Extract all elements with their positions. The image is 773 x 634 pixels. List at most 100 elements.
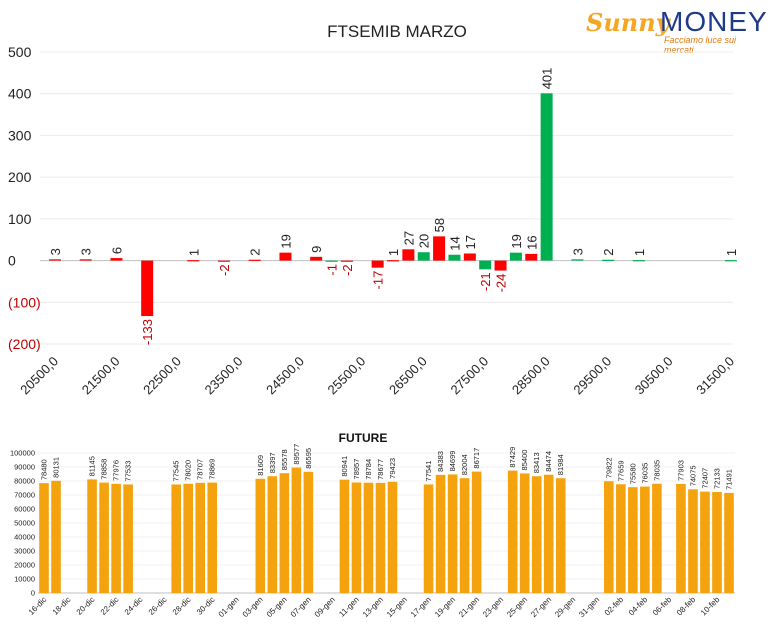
future-bar	[507, 470, 518, 593]
bottom-y-tick-label: 60000	[14, 505, 35, 514]
top-data-label: 9	[309, 246, 324, 253]
top-data-label: 17	[463, 235, 478, 249]
bottom-chart-title: FUTURE	[339, 431, 388, 445]
top-bar	[417, 252, 430, 261]
top-bar	[310, 256, 323, 261]
top-bar	[387, 260, 399, 262]
future-bar	[99, 482, 109, 593]
bottom-y-tick-label: 70000	[14, 491, 35, 500]
brand-logo: Sunny MONEY Facciamo luce sui mercati	[586, 6, 767, 55]
top-bar	[433, 236, 446, 261]
top-data-label: 27	[401, 231, 416, 245]
top-y-tick-label: 200	[8, 169, 32, 185]
future-data-label: 78784	[364, 459, 373, 480]
top-bar	[448, 254, 461, 261]
top-data-label: 19	[278, 234, 293, 248]
top-x-tick-label: 26500,0	[386, 354, 430, 398]
future-bar	[459, 478, 470, 593]
future-bar	[171, 484, 182, 593]
future-bar	[700, 491, 710, 593]
top-bar	[187, 260, 200, 262]
future-bar	[471, 471, 482, 593]
bottom-x-tick-label: 15-gen	[385, 595, 409, 619]
future-bar	[628, 487, 638, 593]
bottom-x-tick-label: 25-gen	[505, 595, 529, 619]
future-bar	[87, 479, 97, 593]
bottom-x-tick-label: 21-gen	[457, 595, 481, 619]
future-bar	[195, 482, 206, 593]
top-data-label: -2	[340, 264, 355, 276]
top-y-tick-label: 100	[8, 211, 32, 227]
bottom-x-tick-label: 11-gen	[337, 595, 361, 619]
top-bar	[248, 259, 261, 261]
top-bar	[571, 259, 584, 261]
top-data-label: -24	[494, 274, 509, 293]
top-bar	[79, 259, 92, 261]
top-data-label: -2	[217, 264, 232, 276]
future-data-label: 74075	[688, 465, 697, 486]
top-bar	[494, 260, 507, 271]
top-data-label: 3	[79, 248, 94, 255]
bottom-x-tick-label: 07-gen	[289, 595, 313, 619]
bottom-x-tick-label: 04-feb	[627, 595, 650, 618]
top-data-label: 20	[417, 234, 432, 248]
top-x-tick-label: 30500,0	[632, 354, 676, 398]
future-data-label: 79423	[388, 458, 397, 479]
top-y-tick-label: (100)	[8, 294, 41, 310]
bottom-x-tick-label: 13-gen	[361, 595, 385, 619]
bottom-x-tick-label: 01-gen	[217, 595, 241, 619]
future-data-label: 78858	[100, 459, 109, 480]
top-data-label: 2	[601, 249, 616, 256]
top-data-label: 14	[447, 236, 462, 250]
future-data-label: 77541	[424, 461, 433, 482]
bottom-x-tick-label: 22-dic	[99, 595, 121, 617]
bottom-x-tick-label: 27-gen	[529, 595, 553, 619]
future-data-label: 77976	[112, 460, 121, 481]
top-data-label: 1	[386, 249, 401, 256]
top-data-label: -21	[478, 272, 493, 291]
future-data-label: 75580	[628, 463, 637, 484]
bottom-x-tick-label: 26-dic	[147, 595, 169, 617]
future-bar	[640, 486, 650, 593]
top-bar	[463, 253, 476, 261]
bottom-y-tick-label: 30000	[14, 547, 35, 556]
top-x-tick-label: 24500,0	[263, 354, 307, 398]
bottom-x-tick-label: 05-gen	[265, 595, 289, 619]
logo-tagline: Facciamo luce sui mercati	[664, 35, 737, 55]
bottom-y-tick-label: 100000	[10, 449, 35, 458]
future-bar	[387, 481, 398, 593]
future-bar	[183, 483, 194, 593]
future-data-label: 71491	[724, 469, 733, 490]
future-data-label: 78480	[40, 459, 49, 480]
top-x-tick-label: 29500,0	[570, 354, 614, 398]
bottom-x-tick-label: 08-feb	[675, 595, 698, 618]
future-bar	[267, 476, 278, 593]
future-bar	[279, 473, 290, 593]
top-bar	[602, 259, 615, 261]
bottom-x-tick-label: 16-dic	[27, 595, 49, 617]
top-data-label: 3	[48, 248, 63, 255]
top-x-tick-label: 27500,0	[447, 354, 491, 398]
top-x-tick-label: 23500,0	[202, 354, 246, 398]
top-chart-title: FTSEMIB MARZO	[327, 22, 467, 41]
top-bar	[325, 260, 338, 262]
future-bar	[255, 478, 266, 593]
future-data-label: 86595	[304, 448, 313, 469]
future-bar	[291, 467, 302, 593]
bottom-x-tick-label: 24-dic	[123, 595, 145, 617]
future-bar	[51, 480, 61, 593]
future-data-label: 81609	[256, 455, 265, 476]
future-data-label: 83397	[268, 452, 277, 473]
bottom-y-tick-label: 20000	[14, 561, 35, 570]
options-chart: FTSEMIB MARZO 500 400 300 200 100 0 (100) (200) 3…	[8, 22, 739, 397]
top-x-tick-label: 28500,0	[509, 354, 553, 398]
top-bar	[110, 258, 123, 261]
future-data-label: 77545	[172, 461, 181, 482]
future-data-label: 78707	[196, 459, 205, 480]
bottom-x-tick-label: 17-gen	[409, 595, 433, 619]
top-data-label: -17	[371, 271, 386, 290]
future-data-label: 84474	[544, 451, 553, 472]
bottom-x-tick-label: 23-gen	[481, 595, 505, 619]
bottom-x-tick-label: 29-gen	[553, 595, 577, 619]
